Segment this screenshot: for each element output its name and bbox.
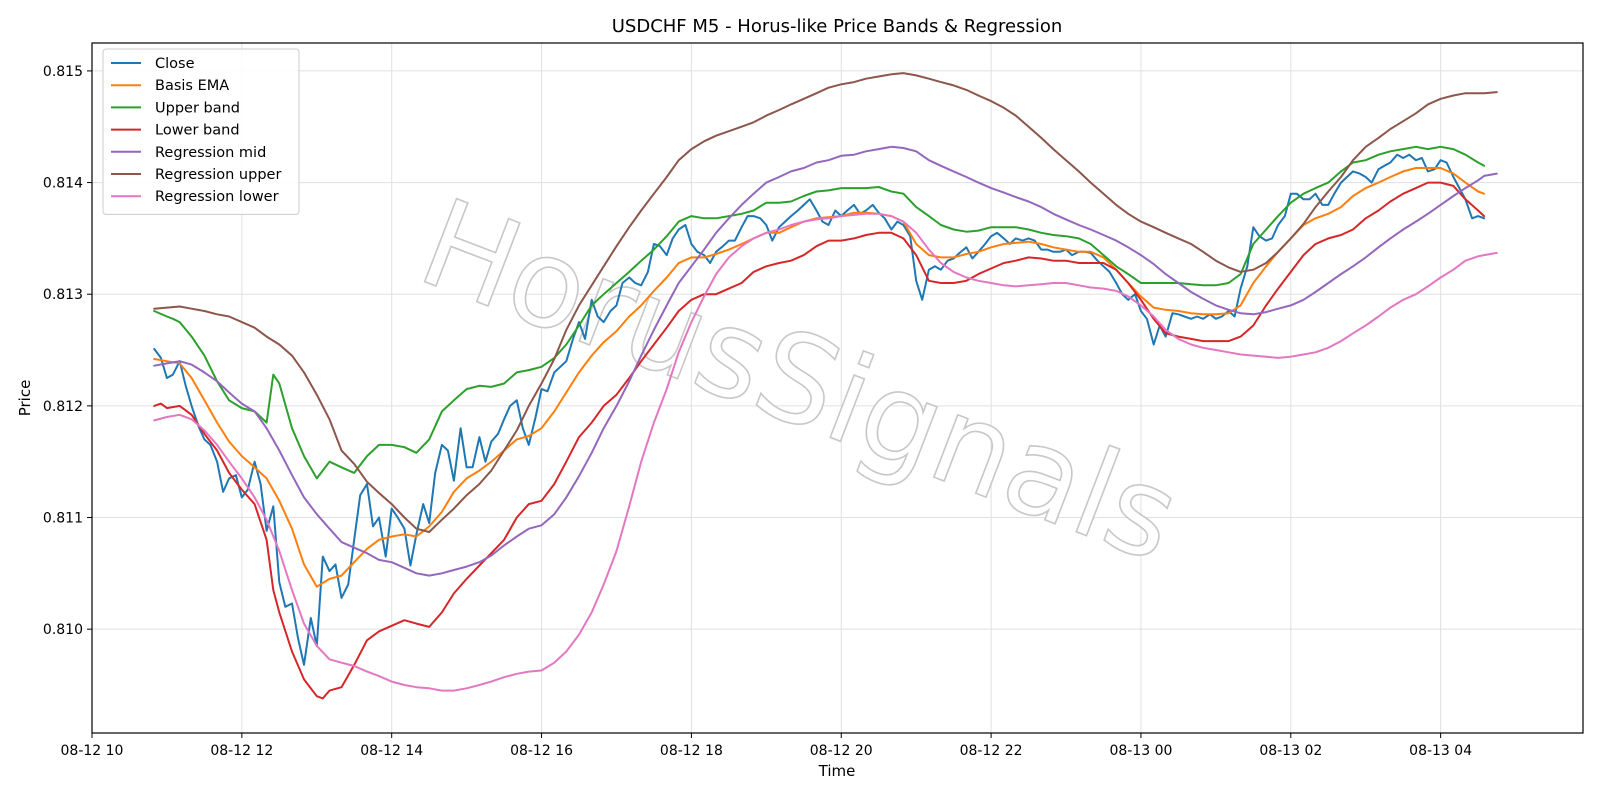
x-tick-label: 08-13 00: [1109, 743, 1172, 759]
x-tick-label: 08-12 16: [510, 743, 573, 759]
x-tick-label: 08-13 02: [1259, 743, 1322, 759]
grid-layer: [91, 43, 1583, 733]
legend-box: [102, 48, 300, 215]
y-tick-label: 0.811: [43, 511, 83, 527]
x-tick-label: 08-12 18: [660, 743, 723, 759]
y-tick-label: 0.813: [43, 287, 83, 303]
x-tick-label: 08-12 10: [61, 743, 124, 759]
chart-title: USDCHF M5 - Horus-like Price Bands & Reg…: [612, 16, 1063, 37]
legend: Close Basis EMA Upper band Lower band Regres…: [102, 48, 300, 215]
series-line-regression-mid: [153, 145, 1498, 577]
legend-label: Regression lower: [155, 189, 279, 205]
x-tick-label: 08-12 14: [360, 743, 423, 759]
legend-label: Close: [155, 56, 195, 72]
series-layer: [153, 72, 1498, 700]
y-tick-label: 0.814: [43, 176, 83, 192]
series-line-regression-upper: [153, 72, 1498, 533]
y-tick-label: 0.812: [43, 399, 83, 415]
x-tick-label: 08-12 12: [210, 743, 273, 759]
legend-label: Upper band: [155, 100, 240, 116]
x-axis-title: Time: [818, 762, 856, 780]
legend-label: Regression mid: [155, 145, 266, 161]
y-axis: 0.810 0.811 0.812 0.813 0.814 0.815: [43, 64, 92, 638]
y-tick-label: 0.810: [43, 622, 83, 638]
plot-frame: [91, 42, 1584, 734]
x-tick-label: 08-13 04: [1409, 743, 1472, 759]
y-tick-label: 0.815: [43, 64, 83, 80]
x-tick-label: 08-12 22: [960, 743, 1023, 759]
series-line-upper-band: [153, 145, 1486, 480]
series-line-regression-lower: [153, 212, 1498, 692]
y-axis-title: Price: [16, 380, 34, 417]
legend-label: Lower band: [155, 123, 240, 139]
legend-label: Regression upper: [155, 167, 281, 183]
x-axis: 08-12 10 08-12 12 08-12 14 08-12 16 08-12 18…: [61, 733, 1472, 759]
legend-label: Basis EMA: [155, 78, 229, 94]
series-line-close: [153, 153, 1486, 666]
x-tick-label: 08-12 20: [810, 743, 873, 759]
series-line-basis-ema: [153, 167, 1486, 588]
